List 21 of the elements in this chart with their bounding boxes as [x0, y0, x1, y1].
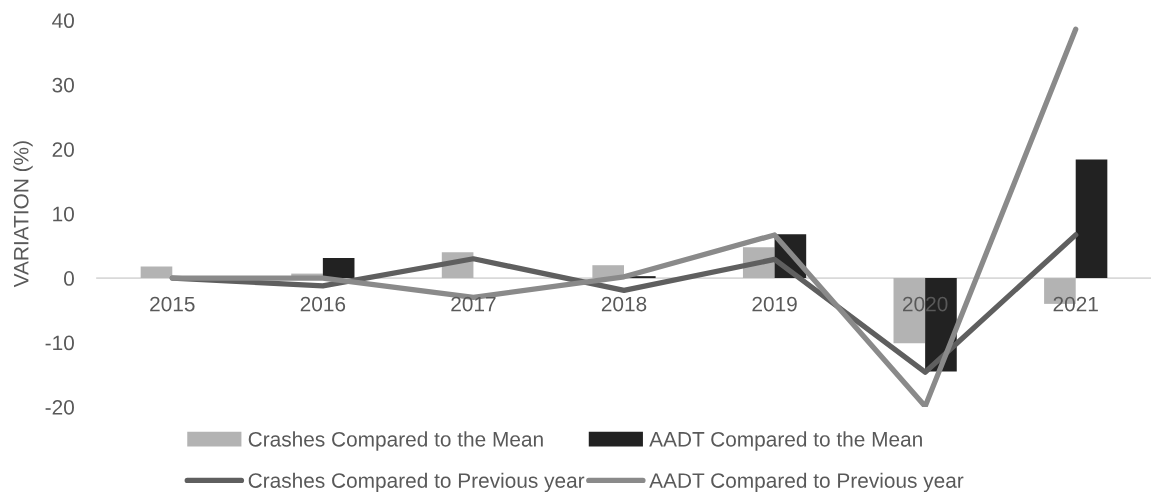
x-tick-label: 2017	[451, 296, 496, 312]
bar	[1075, 159, 1108, 279]
legend-label: Crashes Compared to the Mean	[248, 431, 543, 451]
bar	[140, 266, 173, 279]
legend-label: Crashes Compared to Previous year	[248, 472, 585, 493]
y-tick-label: 20	[52, 142, 74, 157]
y-tick-label: -10	[45, 335, 74, 351]
y-tick-label: 10	[53, 206, 74, 222]
x-tick-label: 2016	[300, 296, 346, 312]
x-tick-label: 2019	[752, 296, 797, 312]
x-tick-label: 2021	[1053, 296, 1098, 312]
y-tick-label: 30	[52, 77, 74, 93]
y-tick-label: 40	[52, 13, 74, 29]
y-tick-label: 0	[64, 271, 74, 286]
x-tick-label: 2018	[601, 296, 647, 312]
x-tick-label: 2015	[150, 296, 195, 312]
legend-label: AADT Compared to the Mean	[649, 431, 922, 451]
legend-label: AADT Compared to Previous year	[649, 472, 964, 493]
bar	[322, 258, 355, 279]
y-axis-title: VARIATION (%)	[13, 141, 33, 288]
y-tick-label: -20	[45, 400, 74, 415]
